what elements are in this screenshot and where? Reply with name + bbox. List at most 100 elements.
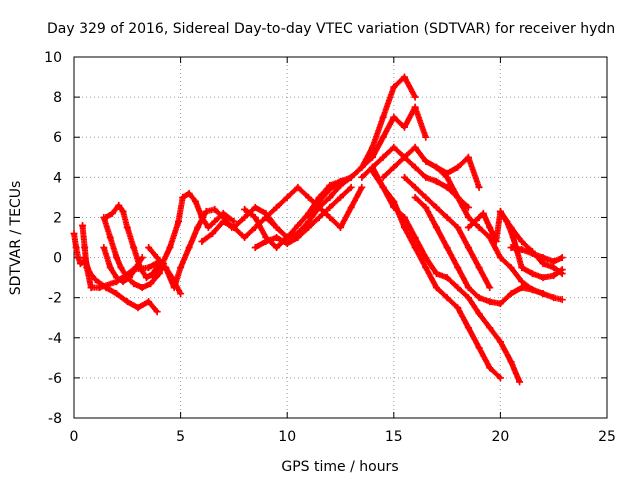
data-point <box>79 221 87 229</box>
data-point <box>337 223 344 231</box>
data-point <box>558 270 566 278</box>
data-point <box>558 254 566 262</box>
x-tick-label: 25 <box>598 429 616 445</box>
data-point <box>422 203 430 211</box>
data-point <box>91 276 99 284</box>
data-point <box>315 213 323 221</box>
data-point <box>283 240 291 248</box>
data-point <box>390 163 398 171</box>
data-point <box>528 250 536 258</box>
data-point <box>528 286 536 294</box>
data-point <box>142 274 150 282</box>
y-tick-label: 4 <box>53 170 62 186</box>
data-point <box>347 203 355 211</box>
data-point <box>443 274 451 282</box>
data-point <box>539 254 547 262</box>
data-point <box>102 213 110 221</box>
data-point <box>558 296 566 304</box>
data-point <box>305 213 313 221</box>
data-point <box>539 290 547 298</box>
data-point <box>74 254 82 262</box>
data-point <box>507 264 515 272</box>
data-point <box>76 260 84 268</box>
x-tick-labels: 0 5 10 15 20 25 <box>70 429 616 445</box>
series-markers <box>305 74 419 221</box>
data-point <box>326 185 334 193</box>
data-point <box>411 234 419 241</box>
data-point <box>518 284 526 292</box>
data-point <box>305 223 313 231</box>
data-point <box>411 163 419 171</box>
data-point <box>454 284 462 292</box>
data-point <box>400 123 408 131</box>
data-point <box>518 278 526 286</box>
data-point <box>422 157 430 165</box>
data-point <box>326 203 334 211</box>
data-point <box>464 294 472 302</box>
data-point <box>550 294 558 302</box>
data-point <box>337 181 344 189</box>
series-sat-arc-n <box>305 73 419 221</box>
data-point <box>475 213 483 221</box>
data-point <box>211 217 219 225</box>
data-point <box>411 183 419 191</box>
y-tick-label: 10 <box>44 50 62 66</box>
series-sat-arc-q <box>368 167 524 386</box>
data-point <box>283 193 291 201</box>
data-point <box>550 258 558 266</box>
data-point <box>117 264 125 272</box>
data-point <box>486 324 494 332</box>
data-point <box>379 133 387 141</box>
data-point <box>262 213 270 221</box>
y-tick-label: 0 <box>53 251 62 267</box>
data-point <box>251 203 259 211</box>
data-point <box>486 298 494 306</box>
data-point <box>464 223 472 231</box>
data-point <box>315 197 323 205</box>
data-point <box>177 290 185 298</box>
data-point <box>464 284 472 292</box>
data-point <box>507 358 515 366</box>
data-point <box>432 223 440 231</box>
data-point <box>475 344 483 352</box>
data-point <box>432 270 440 278</box>
data-point <box>411 93 419 101</box>
data-point <box>174 217 182 225</box>
data-point <box>326 193 334 201</box>
x-tick-label: 5 <box>176 429 185 445</box>
data-point <box>368 163 376 171</box>
y-tick-label: 8 <box>53 90 62 106</box>
x-tick-label: 10 <box>278 429 296 445</box>
data-point <box>219 217 227 225</box>
data-point <box>507 290 515 298</box>
x-axis-label: GPS time / hours <box>281 459 398 475</box>
data-point <box>87 284 95 292</box>
data-point <box>273 223 281 231</box>
data-point <box>496 374 504 382</box>
data-point <box>123 223 131 231</box>
data-point <box>241 213 249 221</box>
y-tick-label: -2 <box>48 291 62 307</box>
data-point <box>432 177 440 185</box>
data-point <box>464 244 472 252</box>
data-point <box>177 264 185 272</box>
data-point <box>379 153 387 161</box>
data-point <box>294 234 302 241</box>
data-point <box>347 173 355 181</box>
data-point <box>106 264 114 272</box>
data-point <box>115 201 123 209</box>
data-point <box>106 234 114 241</box>
x-tick-label: 20 <box>491 429 509 445</box>
data-point <box>202 207 210 215</box>
series-sat-arc-g <box>145 205 236 292</box>
data-point <box>443 213 451 221</box>
data-point <box>198 238 206 246</box>
series-sat-arc-a <box>70 229 89 268</box>
data-point <box>454 264 462 272</box>
data-point <box>411 103 419 111</box>
data-point <box>70 229 78 237</box>
data-point <box>130 280 138 288</box>
data-point <box>422 173 430 181</box>
data-point <box>496 300 504 308</box>
